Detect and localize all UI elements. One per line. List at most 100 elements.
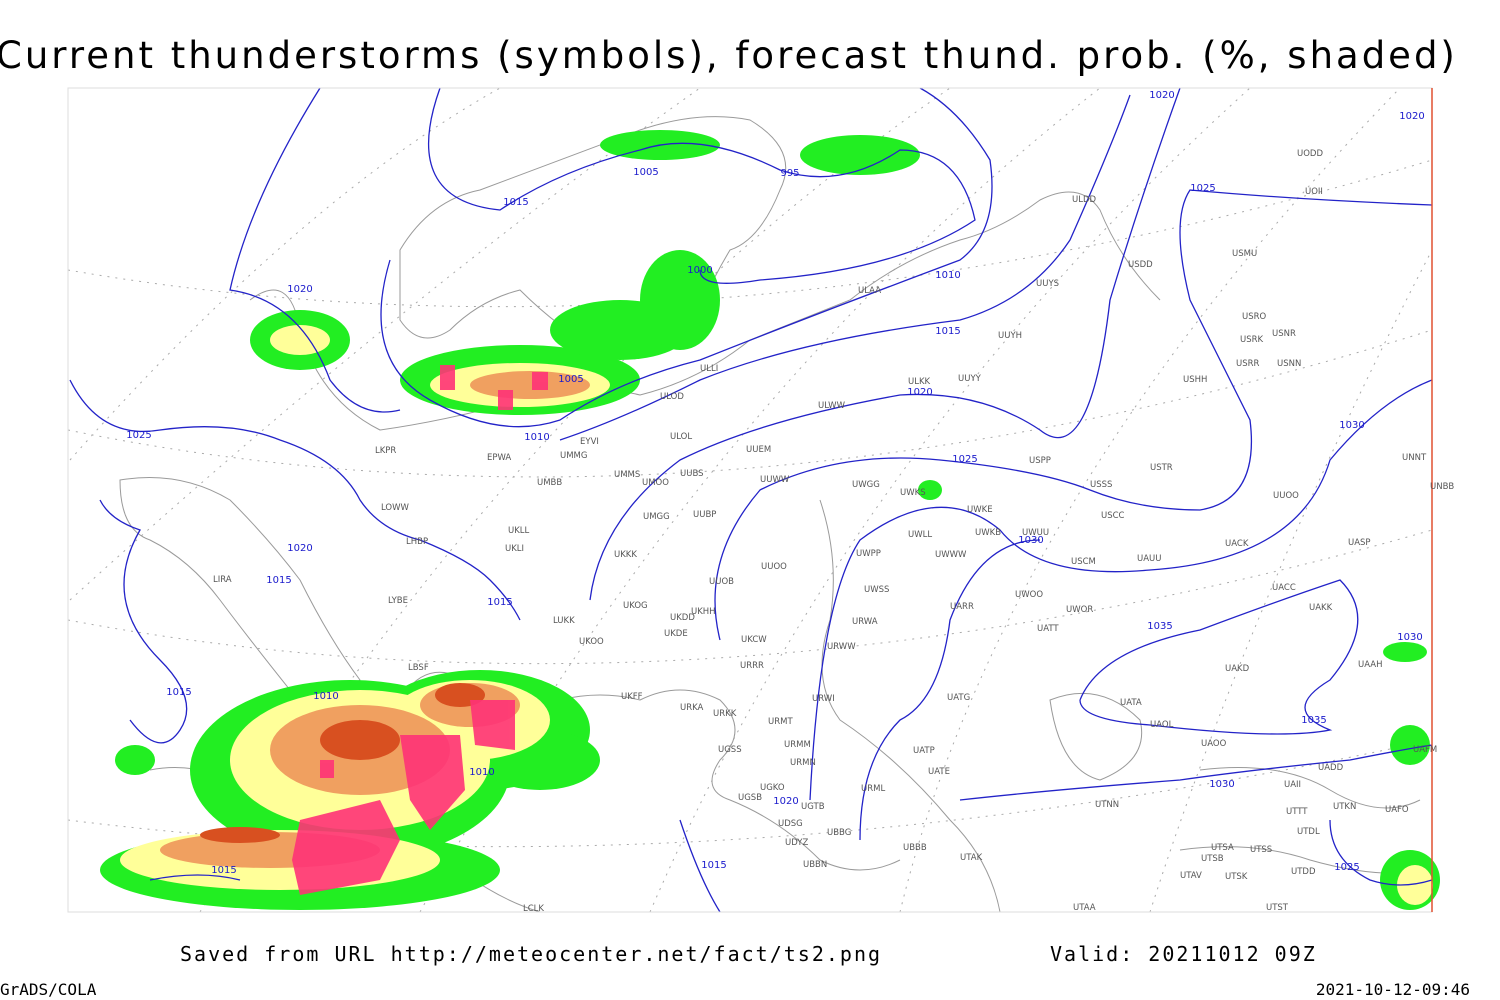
isobar-label: 1015 xyxy=(266,575,291,586)
isobar-label: 1015 xyxy=(166,687,191,698)
station-label: UAAH xyxy=(1358,660,1382,670)
station-label: UNNT xyxy=(1402,453,1427,463)
station-label: UUWW xyxy=(760,475,790,485)
isobar-label: 1010 xyxy=(313,691,338,702)
station-label: UMMS xyxy=(614,470,640,480)
isobar-label: 1025 xyxy=(952,454,977,465)
station-label: USCC xyxy=(1101,511,1125,521)
station-label: UTAV xyxy=(1180,871,1202,881)
isobar-label: 1030 xyxy=(1209,779,1234,790)
station-label: ULDD xyxy=(1072,195,1097,205)
station-label: EYVI xyxy=(580,437,599,447)
isobars xyxy=(69,87,1433,913)
isobar-labels: 1020 1020 1005 995 1015 1025 1000 1010 1020 1015 1… xyxy=(126,90,1424,876)
station-label: UBBN xyxy=(803,860,827,870)
isobar-label: 1005 xyxy=(558,374,583,385)
station-label: UKDD xyxy=(670,613,695,623)
station-label: UAII xyxy=(1284,780,1301,790)
station-label: UUYY xyxy=(958,374,982,384)
station-label: LUKK xyxy=(553,616,575,626)
station-label: UUYH xyxy=(998,331,1022,341)
station-label: UWOR xyxy=(1066,605,1093,615)
station-label: USDD xyxy=(1128,260,1153,270)
station-label: UUYS xyxy=(1036,279,1059,289)
station-label: UKOO xyxy=(579,637,604,647)
station-label: UARR xyxy=(950,602,974,612)
station-label: UKCW xyxy=(741,635,767,645)
station-label: USNR xyxy=(1272,329,1296,339)
station-label: ULAA xyxy=(858,286,881,296)
station-label: UWUU xyxy=(1022,528,1049,538)
station-label: UKKK xyxy=(614,550,637,560)
station-label: UACK xyxy=(1225,539,1249,549)
station-label: UAUU xyxy=(1137,554,1161,564)
isobar-label: 1030 xyxy=(1397,632,1422,643)
station-label: LCLK xyxy=(523,904,544,914)
station-label: UKHH xyxy=(691,607,716,617)
station-label: URMT xyxy=(768,717,793,727)
station-label: USHH xyxy=(1183,375,1207,385)
isobar-label: 1020 xyxy=(907,387,932,398)
isobar-label: 1020 xyxy=(1149,90,1174,101)
station-label: UUBP xyxy=(693,510,716,520)
station-label: URWI xyxy=(812,694,835,704)
station-label: UWKB xyxy=(975,528,1001,538)
isobar-label: 1015 xyxy=(701,860,726,871)
isobar-label: 1020 xyxy=(1399,111,1424,122)
isobar-label: 1025 xyxy=(126,430,151,441)
isobar-label: 1025 xyxy=(1190,183,1215,194)
station-label: UTAA xyxy=(1073,903,1096,913)
station-label: UAKK xyxy=(1309,603,1333,613)
station-label: UATE xyxy=(928,767,950,777)
station-label: UTSK xyxy=(1225,872,1248,882)
station-label: UWGG xyxy=(852,480,880,490)
station-label: UDSG xyxy=(778,819,803,829)
station-label: UAKD xyxy=(1225,664,1250,674)
station-label: UBBB xyxy=(903,843,927,853)
station-label: URWA xyxy=(852,617,878,627)
software: GrADS/COLA xyxy=(0,980,97,999)
station-label: UWOO xyxy=(1015,590,1043,600)
station-label: UTSA xyxy=(1211,843,1234,853)
station-label: USCM xyxy=(1071,557,1096,567)
station-label: UATT xyxy=(1037,624,1059,634)
station-label: URML xyxy=(861,784,885,794)
isobar-label: 1030 xyxy=(1018,535,1043,546)
graticule xyxy=(67,87,1433,913)
isobar-label: 1020 xyxy=(287,543,312,554)
station-label: USSS xyxy=(1090,480,1112,490)
station-label: USRK xyxy=(1240,335,1264,345)
station-label: UASP xyxy=(1348,538,1371,548)
station-label: URMM xyxy=(784,740,811,750)
station-label: URKA xyxy=(680,703,704,713)
station-label: LIRA xyxy=(213,575,232,585)
map-area: 1020 1020 1005 995 1015 1025 1000 1010 1020 1015 1… xyxy=(67,87,1454,914)
station-label: UKOG xyxy=(623,601,648,611)
station-label: USRO xyxy=(1242,312,1267,322)
station-label: UMBB xyxy=(537,478,562,488)
station-label: USNN xyxy=(1277,359,1301,369)
station-label: EPWA xyxy=(487,453,511,463)
station-label: UWKS xyxy=(900,488,926,498)
station-label: UTDL xyxy=(1297,827,1320,837)
station-label: UTNN xyxy=(1095,800,1119,810)
station-label: UAOO xyxy=(1201,739,1227,749)
isobar-label: 1020 xyxy=(773,796,798,807)
isobar-label: 1015 xyxy=(211,865,236,876)
station-label: UTAK xyxy=(960,853,983,863)
station-label: LHBP xyxy=(406,537,428,547)
timestamp: 2021-10-12-09:46 xyxy=(1316,980,1470,999)
thunderstorm-symbols xyxy=(292,365,548,895)
isobar-label: 1015 xyxy=(487,597,512,608)
station-label: UODD xyxy=(1297,149,1323,159)
title: Current thunderstorms (symbols), forecas… xyxy=(0,34,1458,77)
station-label: LOWW xyxy=(381,503,410,513)
station-label: USRR xyxy=(1236,359,1260,369)
station-label: UUOO xyxy=(1273,491,1299,501)
station-labels: UODD UOII ULDD USMU USDD UUYS ULAA USRO USRK USNR… xyxy=(213,149,1454,914)
isobar-label: 1010 xyxy=(469,767,494,778)
station-label: UWLL xyxy=(908,530,932,540)
isobar-label: 1020 xyxy=(287,284,312,295)
station-label: URRR xyxy=(740,661,764,671)
